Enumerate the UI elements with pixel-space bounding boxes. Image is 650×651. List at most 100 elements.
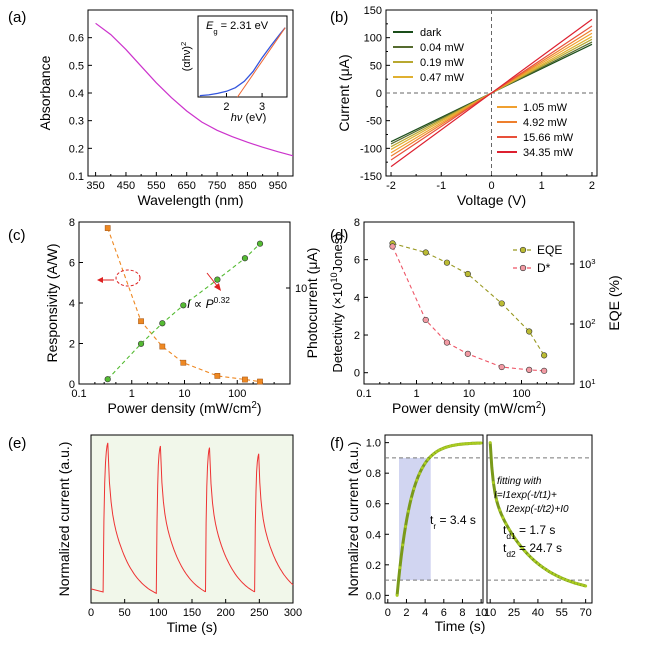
legend-label-d: D*	[537, 261, 551, 275]
y-tick-label: -50	[366, 116, 382, 128]
y-tick-label: 0	[376, 88, 382, 100]
legend-label: 15.66 mW	[523, 132, 574, 144]
y-tick-label: 8	[69, 217, 75, 229]
y-tick-label: 0.8	[366, 468, 381, 480]
detectivity-point	[498, 363, 505, 371]
responsivity-point	[214, 373, 221, 379]
decay-point	[561, 577, 565, 581]
decay-point	[536, 562, 540, 566]
photocurrent-line	[107, 243, 261, 380]
eqe-point	[541, 352, 548, 359]
x-tick-label: 250	[250, 607, 268, 619]
y-tick-label: -150	[360, 171, 382, 183]
y-tick-label: 0	[354, 368, 360, 380]
decay-point	[545, 568, 549, 572]
y-tick-label: 100	[364, 33, 382, 45]
panel-e: 0 50 100 150 200 250 300 Time (s) Normalized cur…	[56, 434, 302, 635]
y-tick-label: 0.0	[366, 590, 381, 602]
x-tick-label: 0	[488, 180, 494, 192]
y-tick-label: 0.4	[366, 529, 381, 541]
label-part: 10	[329, 272, 339, 282]
rise-point	[476, 441, 480, 445]
x-tick-label: 1	[539, 180, 545, 192]
legend-label-eqe: EQE	[537, 243, 562, 257]
decay-point	[533, 559, 537, 563]
decay-point	[523, 549, 527, 553]
x-axis-label-a: Wavelength (nm)	[137, 192, 243, 208]
right-y-tick-label: 103	[579, 256, 596, 271]
decay-point	[501, 516, 505, 520]
x-tick-label: 4	[422, 607, 428, 619]
y-axis-label-c: Responsivity (A/W)	[44, 243, 60, 362]
right-y-tick-label: 101	[579, 377, 596, 392]
photo-response-curve	[90, 442, 294, 595]
x-tick-label: 70	[580, 607, 592, 619]
x-tick-label: 100	[512, 388, 530, 400]
label-part: 2	[591, 316, 595, 325]
label-part: = 2.31 eV	[218, 20, 269, 32]
decay-point	[504, 522, 508, 526]
decay-point	[549, 570, 553, 574]
label-part: 2	[179, 42, 188, 46]
rise-point	[434, 450, 438, 454]
y-tick-label: 6	[69, 258, 75, 270]
rise-point	[420, 466, 424, 470]
x-axis-label-c: Power density (mW/cm2)	[107, 400, 261, 417]
eqe-point	[526, 328, 533, 335]
y-axis-label-a: Absorbance	[37, 55, 53, 130]
label-part: d2	[506, 549, 516, 559]
rise-point	[406, 509, 410, 513]
panel-b: -2 -1 0 1 2 -150 -100 -50 0 50 100 150 dark 0.04 mW 0.…	[336, 5, 598, 208]
label-part: )	[257, 400, 262, 416]
y-tick-label: 0.2	[366, 560, 381, 572]
fit-label-2: I=I1exp(-t/t1)+	[494, 490, 557, 501]
x-axis-label-b: Voltage (V)	[457, 192, 526, 208]
label-part: Power density (mW/cm	[392, 400, 536, 416]
x-tick-label: 10	[475, 607, 487, 619]
rise-point	[460, 442, 464, 446]
panel-c: 0.1 1 10 100 0 2 4 6 8 10 I ∝ P0.32 Power density (…	[44, 217, 320, 416]
x-tick-label: 0	[88, 607, 94, 619]
rise-time-band	[399, 457, 431, 581]
rise-point	[440, 447, 444, 451]
rise-point	[443, 446, 447, 450]
x-tick-label: 10	[484, 607, 496, 619]
rise-point	[398, 566, 402, 570]
y-tick-label: 0.5	[69, 60, 84, 72]
x-tick-label: 40	[532, 607, 544, 619]
detectivity-point	[389, 243, 396, 250]
rise-point	[457, 443, 461, 447]
x-tick-label: 10	[178, 388, 190, 400]
x-tick-label: 1	[413, 388, 419, 400]
x-tick-label: 0.1	[71, 388, 86, 400]
decay-point	[514, 537, 518, 541]
rise-point	[415, 478, 419, 482]
eqe-point	[422, 249, 429, 256]
label-part: t	[503, 523, 507, 537]
label-part: I ∝ P	[187, 297, 214, 311]
y-axis-right-label-c: Photocurrent (μA)	[304, 248, 320, 359]
panel-label-d: (d)	[330, 227, 348, 244]
y-tick-label: 0.4	[69, 88, 84, 100]
y-tick-label: 0.3	[69, 116, 84, 128]
responsivity-point	[257, 378, 263, 385]
rise-point	[468, 441, 472, 445]
x-tick-label: 1	[129, 388, 135, 400]
y-tick-label: 8	[354, 217, 360, 229]
photocurrent-point	[256, 240, 264, 247]
detectivity-point	[464, 350, 471, 357]
y-tick-label: 2	[69, 339, 75, 351]
label-part: Detectivity (×10	[330, 283, 345, 373]
tauc-fit-line	[237, 27, 286, 98]
fit-label-3: I2exp(-t/t2)+I0	[506, 504, 569, 515]
photocurrent-point	[137, 340, 145, 347]
decay-point	[542, 566, 546, 570]
y-axis-label-e: Normalized current (a.u.)	[56, 442, 72, 597]
label-part: = 3.4 s	[436, 513, 476, 527]
decay-point	[488, 441, 492, 445]
rise-point	[412, 487, 416, 491]
eqe-line	[392, 242, 545, 356]
label-part: )	[541, 400, 546, 416]
